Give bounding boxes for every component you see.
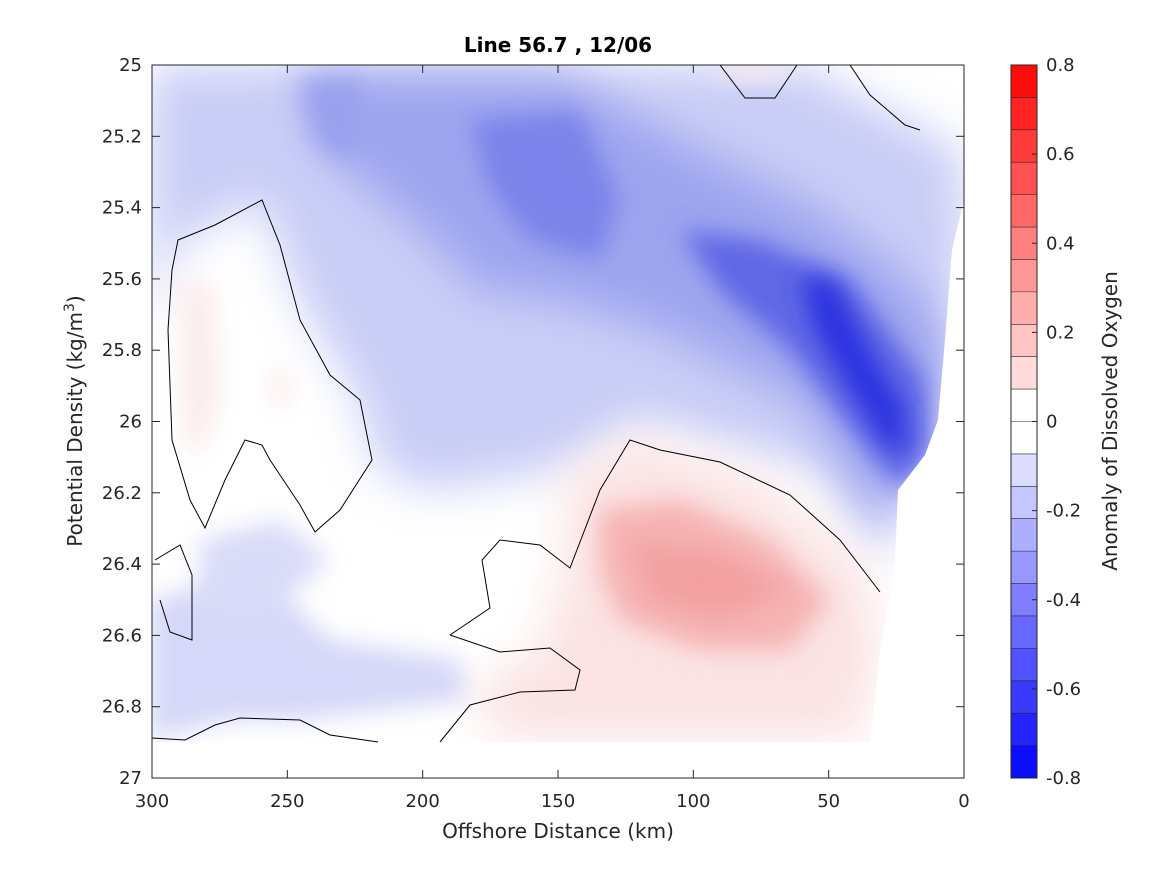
x-axis: 300 250 200 150 100 50 0 [135, 65, 970, 812]
colorbar-swatch [1011, 97, 1037, 131]
y-tick-label: 26 [119, 412, 142, 433]
y-tick-label: 26.4 [102, 554, 142, 575]
x-tick-label: 300 [135, 791, 169, 812]
colorbar-swatch [1011, 259, 1037, 293]
y-tick-label: 25.4 [102, 198, 142, 219]
y-tick-label: 25 [119, 55, 142, 76]
colorbar-swatch [1011, 745, 1037, 779]
colorbar-swatch [1011, 194, 1037, 228]
colorbar-tick-label: -0.4 [1046, 590, 1081, 611]
colorbar-tick-label: 0.4 [1046, 233, 1075, 254]
colorbar-swatch [1011, 486, 1037, 520]
y-tick-label: 27 [119, 768, 142, 789]
zero-contour-left [167, 199, 373, 533]
colorbar-swatch [1011, 65, 1037, 98]
y-axis-label: Potential Density (kg/m [63, 312, 87, 547]
zero-contour-top-right [849, 65, 921, 131]
y-axis-label-group: Potential Density (kg/m3) [62, 295, 87, 546]
positive-center [630, 540, 790, 620]
x-tick-label: 150 [541, 791, 575, 812]
colorbar-swatch [1011, 713, 1037, 747]
y-axis-label-close: ) [63, 295, 87, 303]
x-tick-label: 250 [270, 791, 304, 812]
colorbar-tick-label: -0.2 [1046, 501, 1081, 522]
x-axis-label: Offshore Distance (km) [442, 819, 674, 843]
negative-field-left [200, 520, 330, 620]
zero-contour-top [719, 65, 798, 99]
colorbar-swatch [1011, 615, 1037, 649]
zero-contour-bottom-left [152, 717, 379, 743]
colorbar-swatch [1011, 680, 1037, 714]
colorbar-swatch [1011, 324, 1037, 358]
colorbar-tick-label: 0.2 [1046, 322, 1075, 343]
zero-contour-middle [449, 439, 881, 636]
colorbar-swatch [1011, 291, 1037, 325]
colorbar-swatch [1011, 518, 1037, 552]
y-axis-label-sup: 3 [62, 303, 78, 312]
x-tick-label: 100 [676, 791, 710, 812]
colorbar-swatch [1011, 389, 1037, 422]
colorbar-swatch [1011, 421, 1037, 455]
y-tick-label: 26.6 [102, 625, 142, 646]
y-tick-label: 26.2 [102, 483, 142, 504]
negative-mid [300, 80, 360, 160]
zero-contours [152, 65, 921, 743]
y-tick-label: 25.2 [102, 126, 142, 147]
colorbar-swatch [1011, 551, 1037, 585]
colorbar-tick-label: -0.8 [1046, 768, 1081, 789]
negative-core [800, 275, 905, 455]
colorbar-swatch [1011, 648, 1037, 682]
negative-band [300, 75, 950, 520]
colorbar-swatch [1011, 356, 1037, 390]
x-tick-label: 0 [958, 791, 969, 812]
colorbar-tick-label: 0.6 [1046, 144, 1075, 165]
colorbar-swatch [1011, 129, 1037, 163]
x-tick-label: 50 [817, 791, 840, 812]
colorbar-label: Anomaly of Dissolved Oxygen [1098, 271, 1122, 571]
y-axis: 25 25.2 25.4 25.6 25.8 26 26.2 26.4 26.6 26.8 27 [102, 55, 964, 789]
colorbar-tick-label: 0.8 [1046, 55, 1075, 76]
colorbar-tick-label: 0 [1046, 412, 1057, 433]
positive-top [720, 65, 790, 80]
chart-title: Line 56.7 , 12/06 [464, 33, 652, 57]
y-tick-label: 26.8 [102, 697, 142, 718]
colorbar-swatch [1011, 453, 1037, 487]
x-tick-label: 200 [405, 791, 439, 812]
y-tick-label: 25.8 [102, 340, 142, 361]
no-data-right [870, 200, 964, 778]
colorbar-tick-label: -0.6 [1046, 679, 1081, 700]
positive-left-small [270, 370, 292, 405]
colorbar-swatch [1011, 162, 1037, 196]
y-tick-label: 25.6 [102, 269, 142, 290]
zero-contour-left-bottom [154, 544, 193, 641]
colorbar: 0.8 0.6 0.4 0.2 0 -0.2 -0.4 -0.6 -0.8 [1010, 55, 1081, 789]
positive-left [180, 280, 220, 460]
zero-contour-lower [439, 634, 581, 743]
negative-upper [470, 110, 620, 260]
negative-diagonal [680, 230, 930, 490]
